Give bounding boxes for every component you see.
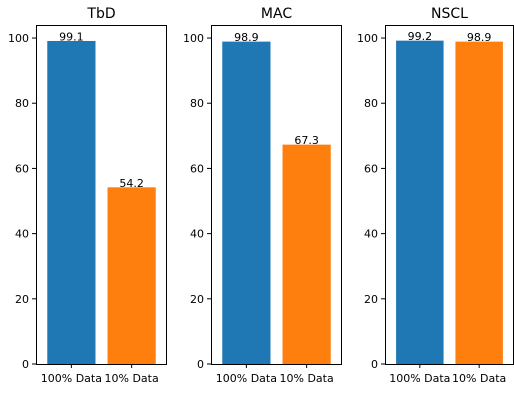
bar-3-2 [455,41,503,365]
data-label-2-1: 98.9 [234,31,259,44]
chart-title-3: NSCL [431,6,468,22]
chart-panel-3: 99.2 100% Data 98.9 10% Data 0 20 40 60 80 100 NSC… [357,6,514,385]
chart-title-2: MAC [261,6,292,22]
bar-2-1 [222,41,271,365]
bar-2-2 [282,144,331,364]
y-tick-label-2-2: 20 [190,293,204,306]
y-tick-label-3-5: 80 [364,97,378,110]
x-tick-label-2-1: 100% Data [216,372,277,385]
y-tick-label-3-6: 100 [357,32,378,45]
bar-3-1 [396,40,444,365]
x-tick-label-3-1: 100% Data [389,372,450,385]
y-tick-label-3-3: 40 [364,228,378,241]
y-tick-label-3-1: 0 [371,358,378,371]
data-label-3-1: 99.2 [408,30,433,43]
axes-frame-1 [36,25,167,365]
axes-frame-2 [211,25,342,365]
y-tick-label-1-4: 60 [15,162,29,175]
x-tick-label-1-1: 100% Data [41,372,102,385]
y-tick-label-2-3: 40 [190,228,204,241]
data-label-1-1: 99.1 [59,30,84,43]
y-tick-label-1-1: 0 [22,358,29,371]
y-tick-label-2-4: 60 [190,162,204,175]
x-tick-label-1-2: 10% Data [105,372,159,385]
y-tick-label-3-4: 60 [364,162,378,175]
y-tick-label-2-6: 100 [183,32,204,45]
bar-1-1 [47,40,96,364]
chart-panel-2: 98.9 100% Data 67.3 10% Data 0 20 40 60 80 100 MAC [183,6,342,385]
chart-title-1: TbD [86,6,115,22]
data-label-1-2: 54.2 [119,177,144,190]
chart-panel-1: 99.1 100% Data 54.2 10% Data 0 20 40 60 80 100 TbD [8,6,167,385]
y-tick-label-2-5: 80 [190,97,204,110]
data-label-3-2: 98.9 [467,31,492,44]
y-tick-label-1-3: 40 [15,228,29,241]
data-label-2-2: 67.3 [294,134,319,147]
y-tick-label-3-2: 20 [364,293,378,306]
y-tick-label-2-1: 0 [197,358,204,371]
y-tick-label-1-6: 100 [8,32,29,45]
bar-1-2 [107,187,156,364]
y-tick-label-1-5: 80 [15,97,29,110]
x-tick-label-3-2: 10% Data [452,372,506,385]
x-tick-label-2-2: 10% Data [280,372,334,385]
y-tick-label-1-2: 20 [15,293,29,306]
